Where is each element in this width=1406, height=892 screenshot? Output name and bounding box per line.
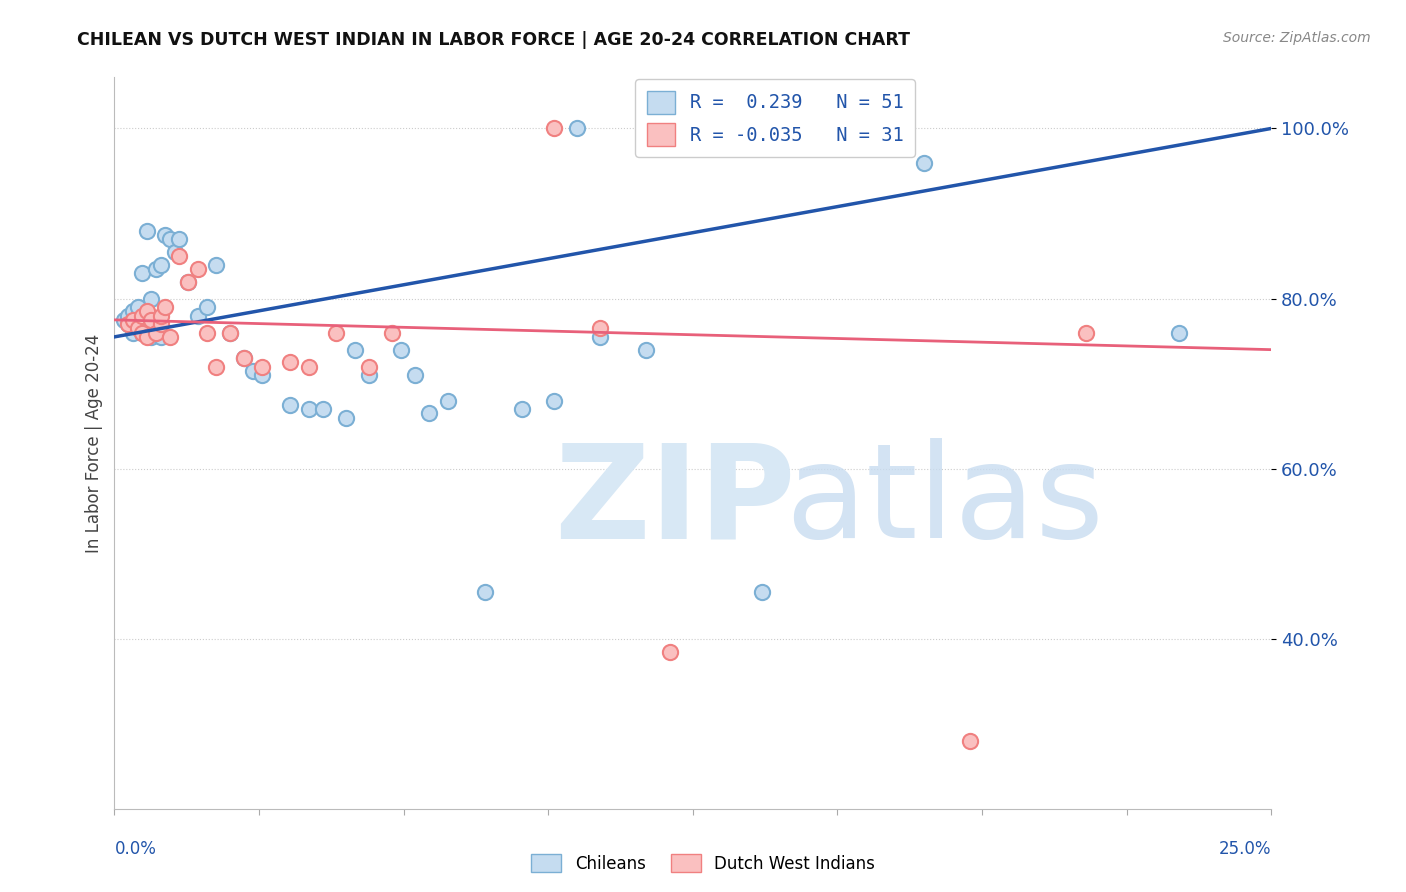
Point bbox=[278, 355, 301, 369]
Point bbox=[127, 313, 149, 327]
Point bbox=[131, 326, 153, 340]
Point bbox=[436, 393, 458, 408]
Point bbox=[145, 326, 167, 340]
Point bbox=[159, 330, 181, 344]
Point bbox=[149, 309, 172, 323]
Point bbox=[155, 300, 177, 314]
Point bbox=[195, 300, 218, 314]
Point bbox=[117, 317, 139, 331]
Point bbox=[357, 359, 380, 374]
Point bbox=[298, 402, 321, 417]
Text: 0.0%: 0.0% bbox=[114, 840, 156, 858]
Point bbox=[131, 309, 153, 323]
Point bbox=[233, 351, 256, 366]
Point bbox=[1167, 326, 1189, 340]
Point bbox=[127, 321, 149, 335]
Point bbox=[135, 304, 157, 318]
Text: Source: ZipAtlas.com: Source: ZipAtlas.com bbox=[1223, 31, 1371, 45]
Point bbox=[1074, 326, 1097, 340]
Point bbox=[177, 275, 200, 289]
Point bbox=[145, 261, 167, 276]
Point bbox=[252, 368, 274, 383]
Point bbox=[131, 326, 153, 340]
Point bbox=[298, 359, 321, 374]
Point bbox=[219, 326, 242, 340]
Legend: Chileans, Dutch West Indians: Chileans, Dutch West Indians bbox=[524, 847, 882, 880]
Point bbox=[117, 309, 139, 323]
Point bbox=[159, 232, 181, 246]
Point bbox=[149, 330, 172, 344]
Point bbox=[510, 402, 533, 417]
Point bbox=[381, 326, 404, 340]
Point bbox=[325, 326, 347, 340]
Point bbox=[543, 121, 565, 136]
Point bbox=[187, 309, 209, 323]
Point bbox=[474, 585, 496, 599]
Point bbox=[658, 645, 681, 659]
Point bbox=[135, 330, 157, 344]
Point bbox=[127, 300, 149, 314]
Point bbox=[141, 317, 163, 331]
Point bbox=[751, 585, 773, 599]
Text: 25.0%: 25.0% bbox=[1219, 840, 1271, 858]
Text: atlas: atlas bbox=[786, 438, 1104, 566]
Point bbox=[205, 258, 228, 272]
Point bbox=[205, 359, 228, 374]
Point bbox=[167, 249, 190, 263]
Point bbox=[135, 317, 157, 331]
Point bbox=[543, 393, 565, 408]
Point bbox=[112, 313, 135, 327]
Point bbox=[589, 321, 612, 335]
Point bbox=[167, 232, 190, 246]
Point bbox=[252, 359, 274, 374]
Point bbox=[131, 266, 153, 280]
Point bbox=[233, 351, 256, 366]
Point bbox=[912, 155, 935, 169]
Point bbox=[565, 121, 588, 136]
Point bbox=[122, 326, 145, 340]
Text: ZIP: ZIP bbox=[554, 438, 796, 566]
Point bbox=[135, 223, 157, 237]
Point bbox=[122, 304, 145, 318]
Point bbox=[959, 734, 981, 748]
Point bbox=[195, 326, 218, 340]
Point bbox=[141, 313, 163, 327]
Point bbox=[149, 317, 172, 331]
Point bbox=[242, 364, 264, 378]
Point bbox=[149, 258, 172, 272]
Point bbox=[219, 326, 242, 340]
Point bbox=[141, 330, 163, 344]
Point bbox=[131, 313, 153, 327]
Point bbox=[155, 227, 177, 242]
Point bbox=[141, 292, 163, 306]
Point bbox=[163, 244, 186, 259]
Point bbox=[145, 326, 167, 340]
Point bbox=[278, 398, 301, 412]
Y-axis label: In Labor Force | Age 20-24: In Labor Force | Age 20-24 bbox=[86, 334, 103, 553]
Point bbox=[177, 275, 200, 289]
Point bbox=[135, 309, 157, 323]
Point bbox=[343, 343, 366, 357]
Point bbox=[122, 313, 145, 327]
Point bbox=[357, 368, 380, 383]
Point bbox=[418, 407, 440, 421]
Point bbox=[187, 261, 209, 276]
Legend: R =  0.239   N = 51, R = -0.035   N = 31: R = 0.239 N = 51, R = -0.035 N = 31 bbox=[636, 79, 915, 157]
Text: CHILEAN VS DUTCH WEST INDIAN IN LABOR FORCE | AGE 20-24 CORRELATION CHART: CHILEAN VS DUTCH WEST INDIAN IN LABOR FO… bbox=[77, 31, 910, 49]
Point bbox=[636, 343, 658, 357]
Point bbox=[311, 402, 333, 417]
Point bbox=[335, 410, 357, 425]
Point bbox=[404, 368, 426, 383]
Point bbox=[117, 317, 139, 331]
Point bbox=[389, 343, 412, 357]
Point bbox=[589, 330, 612, 344]
